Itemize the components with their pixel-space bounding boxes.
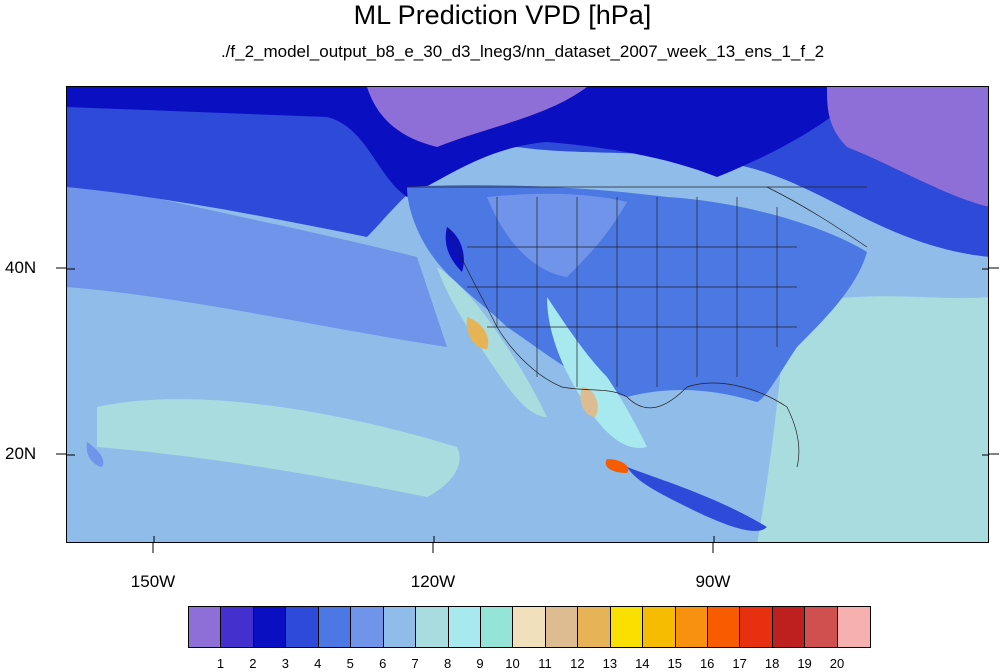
colorbar-swatch bbox=[545, 607, 579, 647]
north-deep-band bbox=[67, 87, 867, 197]
north-purple-east bbox=[827, 87, 988, 207]
colorbar-swatch bbox=[643, 607, 676, 647]
southern-mexico-hot bbox=[605, 459, 629, 473]
lat-tick-label: 20N bbox=[5, 444, 37, 463]
colorbar-swatch bbox=[351, 607, 384, 647]
lon-tick-label: 120W bbox=[410, 572, 456, 591]
colorbar-label: 12 bbox=[570, 656, 585, 671]
north-purple-west bbox=[367, 87, 587, 147]
colorbar-label: 19 bbox=[797, 656, 812, 671]
colorbar bbox=[188, 606, 872, 648]
lon-tick-label: 90W bbox=[695, 572, 731, 591]
atlantic-pale bbox=[757, 296, 988, 542]
colorbar-label: 7 bbox=[411, 656, 419, 671]
central-mexico-warm bbox=[580, 387, 598, 417]
lon-tick-label: 150W bbox=[130, 572, 176, 591]
sonoran-hot-spot bbox=[466, 317, 489, 349]
lat-tick-label: 40N bbox=[5, 258, 37, 277]
colorbar-label: 11 bbox=[538, 656, 552, 671]
colorbar-swatch bbox=[480, 607, 514, 647]
ocean-subtropic-pale bbox=[97, 399, 460, 497]
great-plains-light bbox=[487, 193, 627, 277]
colorbar-label: 14 bbox=[635, 656, 650, 671]
colorbar-label: 20 bbox=[829, 656, 845, 671]
colorbar-swatch bbox=[416, 607, 449, 647]
colorbar-swatch bbox=[578, 607, 611, 647]
vpd-map-canvas bbox=[67, 87, 988, 542]
colorbar-label: 9 bbox=[476, 656, 484, 671]
colorbar-label: 17 bbox=[732, 656, 747, 671]
map-subtitle: ./f_2_model_output_b8_e_30_d3_lneg3/nn_d… bbox=[220, 42, 825, 61]
pacific-nw-wet bbox=[445, 227, 464, 272]
colorbar-label: 3 bbox=[281, 656, 289, 671]
colorbar-swatch bbox=[318, 607, 352, 647]
colorbar-label: 4 bbox=[314, 656, 322, 671]
colorbar-label: 10 bbox=[505, 656, 520, 671]
map-title: ML Prediction VPD [hPa] bbox=[353, 0, 652, 30]
colorbar-swatch bbox=[383, 607, 417, 647]
ocean-north-mid bbox=[67, 177, 447, 347]
colorbar-label: 18 bbox=[764, 656, 780, 671]
colorbar-swatch bbox=[740, 607, 773, 647]
colorbar-label: 8 bbox=[443, 656, 452, 671]
hawaii bbox=[86, 442, 104, 467]
colorbar-label: 16 bbox=[699, 656, 715, 671]
colorbar-label: 6 bbox=[379, 656, 387, 671]
central-america-wet bbox=[627, 467, 767, 531]
colorbar-label: 2 bbox=[249, 656, 257, 671]
colorbar-label: 5 bbox=[346, 656, 354, 671]
colorbar-swatch bbox=[708, 607, 741, 647]
colorbar-swatch bbox=[837, 607, 871, 647]
colorbar-swatch bbox=[772, 607, 806, 647]
mexico-plateau bbox=[547, 297, 647, 448]
political-boundaries bbox=[407, 186, 868, 468]
colorbar-swatch bbox=[189, 607, 222, 647]
colorbar-swatch bbox=[221, 607, 254, 647]
colorbar-swatch bbox=[253, 607, 287, 647]
colorbar-swatch bbox=[610, 607, 644, 647]
vpd-map-panel bbox=[66, 86, 989, 543]
colorbar-label: 15 bbox=[667, 656, 682, 671]
baja-pale bbox=[437, 267, 547, 417]
colorbar-swatch bbox=[448, 607, 481, 647]
colorbar-swatch bbox=[805, 607, 838, 647]
colorbar-swatch bbox=[513, 607, 546, 647]
map-graticule-ticks bbox=[67, 268, 988, 542]
colorbar-swatch bbox=[675, 607, 708, 647]
colorbar-swatch bbox=[286, 607, 319, 647]
colorbar-label: 1 bbox=[216, 656, 225, 671]
colorbar-label: 13 bbox=[602, 656, 618, 671]
